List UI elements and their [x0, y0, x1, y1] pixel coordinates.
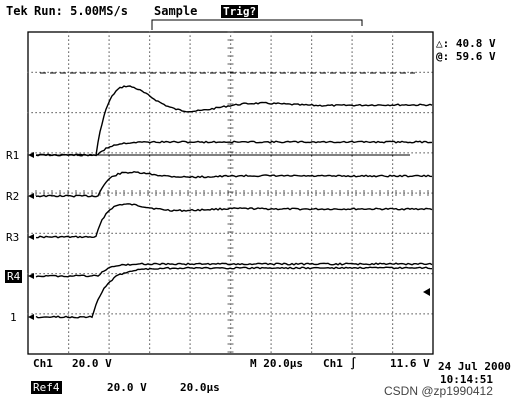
- run-status: Run: 5.00MS/s: [34, 4, 128, 18]
- ch1-scale: 20.0 V: [72, 357, 112, 370]
- ref-scale: 20.0 V: [107, 381, 147, 394]
- waveform-ch1: [35, 266, 433, 319]
- r1-marker-arrow-icon: [28, 152, 34, 158]
- waveform-r2: [35, 170, 433, 198]
- trigger-level: 11.6 V: [390, 357, 430, 370]
- waveform-r3: [35, 203, 433, 239]
- record-bracket: [151, 19, 363, 26]
- ref-time: 20.0µs: [180, 381, 220, 394]
- marker-ch1[interactable]: 1: [10, 311, 17, 324]
- waveform-top: [35, 85, 433, 157]
- cursor-delta-readout: △: 40.8 V: [436, 37, 496, 50]
- ref-label: Ref4: [31, 381, 62, 394]
- trigger-level-arrow-icon: [423, 288, 430, 296]
- waveform-r4: [35, 262, 433, 278]
- r3-marker-arrow-icon: [28, 234, 34, 240]
- brand-label: Tek: [6, 4, 28, 18]
- graticule-grid: [27, 31, 433, 353]
- date-readout: 24 Jul 2000: [438, 360, 511, 373]
- r4-marker-arrow-icon: [28, 273, 34, 279]
- marker-r4[interactable]: R4: [5, 270, 23, 283]
- cursor-at-readout: @: 59.6 V: [436, 50, 496, 63]
- acquisition-mode: Sample: [154, 4, 198, 18]
- marker-r1[interactable]: R1: [6, 149, 20, 162]
- waveform-r1: [35, 140, 433, 157]
- timebase-readout: M 20.0µs: [250, 357, 303, 370]
- marker-r2[interactable]: R2: [6, 190, 20, 203]
- trigger-state-badge: Trig?: [221, 5, 259, 18]
- watermark: CSDN @zp1990412: [384, 384, 493, 398]
- trigger-slope-icon: ∫: [350, 357, 357, 370]
- ch1-label: Ch1: [33, 357, 53, 370]
- ch1-marker-arrow-icon: [28, 314, 34, 320]
- trigger-source: Ch1: [323, 357, 343, 370]
- marker-r3[interactable]: R3: [6, 231, 20, 244]
- r2-marker-arrow-icon: [28, 193, 34, 199]
- time-readout: 10:14:51: [440, 373, 493, 386]
